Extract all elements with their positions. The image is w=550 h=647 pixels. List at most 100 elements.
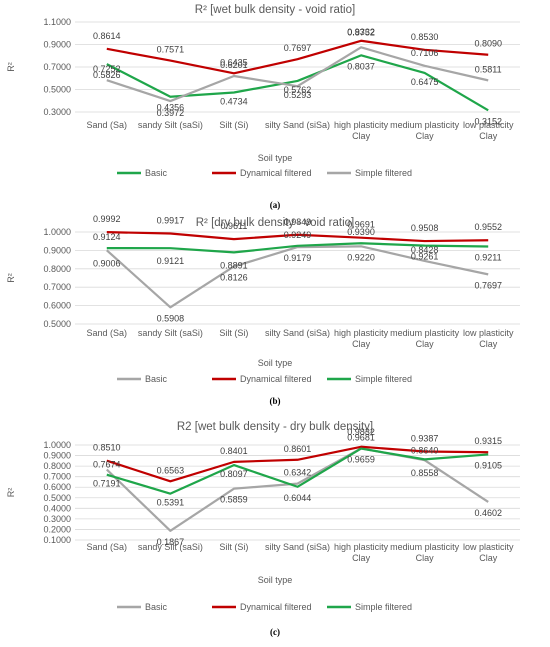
data-label: 0.4734 xyxy=(220,96,248,106)
y-axis-label: R² xyxy=(6,488,16,498)
data-label: 0.8601 xyxy=(284,444,312,454)
x-axis-label: Soil type xyxy=(258,153,293,163)
chart-title: R² [dry bulk density - void ratio] xyxy=(196,217,355,229)
x-tick-label-line: Clay xyxy=(479,339,498,349)
data-label: 0.9211 xyxy=(475,253,502,263)
series-line-basic xyxy=(106,245,489,309)
y-tick-label: 0.9000 xyxy=(43,451,71,461)
legend-entry: Simple filtered xyxy=(355,374,412,384)
data-label: 0.9261 xyxy=(411,252,439,262)
x-tick-label-line: sandy Silt (saSi) xyxy=(138,328,203,338)
data-label: 0.8640 xyxy=(411,445,439,455)
series-line-dynamical-filtered xyxy=(106,39,489,75)
x-tick-label-line: high plasticity xyxy=(334,328,389,338)
series-line-simple-filtered xyxy=(106,46,489,103)
x-tick-label-line: Clay xyxy=(416,339,435,349)
data-label: 0.9315 xyxy=(474,436,502,446)
data-label: 0.8614 xyxy=(93,31,121,41)
x-tick-label-line: Clay xyxy=(479,553,498,563)
data-label: 0.9508 xyxy=(411,223,439,233)
x-tick-label-line: Sand (Sa) xyxy=(87,120,128,130)
data-label: 0.9390 xyxy=(347,227,375,237)
data-label: 0.8401 xyxy=(220,446,248,456)
data-label: 0.8126 xyxy=(220,272,248,282)
legend-entry: Simple filtered xyxy=(355,168,412,178)
data-label: 0.8752 xyxy=(347,27,375,37)
y-tick-label: 0.6000 xyxy=(43,482,71,492)
chart-panel-b: R² [dry bulk density - void ratio] 0.5000… xyxy=(6,214,520,406)
x-tick-label-line: silty Sand (siSa) xyxy=(265,542,330,552)
data-label: 0.9832 xyxy=(347,427,375,437)
chart-title: R² [wet bulk density - void ratio] xyxy=(195,4,355,16)
x-tick-label-line: low plasticity xyxy=(463,120,514,130)
data-label: 0.9332 xyxy=(347,27,375,37)
x-tick-label-line: Clay xyxy=(352,339,371,349)
x-tick-label-line: sandy Silt (saSi) xyxy=(138,120,203,130)
y-tick-label: 0.5000 xyxy=(43,493,71,503)
data-label: 0.8530 xyxy=(411,32,439,42)
legend-entry: Dynamical filtered xyxy=(240,374,312,384)
x-tick-label-line: Silt (Si) xyxy=(219,120,248,130)
y-tick-label: 0.2000 xyxy=(43,524,71,534)
chart-panel-a: R² [wet bulk density - void ratio] 0.3000… xyxy=(6,4,520,210)
x-tick-label-line: medium plasticity xyxy=(390,542,460,552)
data-label: 0.8090 xyxy=(474,39,502,49)
data-label: 0.8510 xyxy=(93,443,121,453)
x-tick-label: sandy Silt (saSi) xyxy=(138,120,203,130)
x-tick-label: high plasticity Clay xyxy=(334,328,389,349)
x-tick-label: silty Sand (siSa) xyxy=(265,542,330,552)
series-line-dynamical-filtered xyxy=(106,231,489,243)
x-tick-label-line: silty Sand (siSa) xyxy=(265,120,330,130)
data-label: 0.5859 xyxy=(220,495,248,505)
y-tick-label: 0.5000 xyxy=(43,319,71,329)
x-tick-label-line: low plasticity xyxy=(463,328,514,338)
data-label: 0.1867 xyxy=(157,537,185,547)
y-tick-label: 0.9000 xyxy=(43,40,71,50)
data-label: 0.8428 xyxy=(411,245,439,255)
x-tick-label-line: Sand (Sa) xyxy=(87,328,128,338)
y-tick-label: 0.4000 xyxy=(43,503,71,513)
y-tick-label: 0.7000 xyxy=(43,282,71,292)
data-label: 0.9220 xyxy=(347,252,375,262)
data-label: 0.4602 xyxy=(474,508,502,518)
x-tick-label: low plasticity Clay xyxy=(463,328,514,349)
x-tick-label-line: Silt (Si) xyxy=(219,542,248,552)
y-tick-label: 0.6000 xyxy=(43,301,71,311)
data-label: 0.3972 xyxy=(157,108,185,118)
data-label: 0.7106 xyxy=(411,48,439,58)
y-tick-label: 1.1000 xyxy=(43,17,71,27)
x-tick-label-line: sandy Silt (saSi) xyxy=(138,542,203,552)
x-tick-label-line: Clay xyxy=(416,553,435,563)
data-label: 0.9552 xyxy=(474,222,502,232)
x-tick-label: sandy Silt (saSi) xyxy=(138,328,203,338)
x-tick-label-line: high plasticity xyxy=(334,542,389,552)
data-label: 0.5391 xyxy=(157,498,185,508)
y-axis-label: R² xyxy=(6,62,16,72)
x-tick-label: silty Sand (siSa) xyxy=(265,328,330,338)
legend-entry: Basic xyxy=(145,602,168,612)
data-label: 0.7697 xyxy=(284,43,312,53)
data-label: 0.9249 xyxy=(284,230,312,240)
y-tick-label: 1.0000 xyxy=(43,227,71,237)
x-tick-label: Sand (Sa) xyxy=(87,328,128,338)
series-line-basic xyxy=(106,54,489,112)
data-label: 0.7191 xyxy=(93,479,121,489)
data-label: 0.9992 xyxy=(93,214,121,224)
data-label: 0.9659 xyxy=(347,455,375,465)
y-tick-label: 0.8000 xyxy=(43,264,71,274)
data-label: 0.6563 xyxy=(157,465,185,475)
x-tick-label-line: Sand (Sa) xyxy=(87,542,128,552)
panel-caption: (a) xyxy=(270,200,281,210)
data-label: 0.7571 xyxy=(157,45,185,55)
data-label: 0.5293 xyxy=(284,90,312,100)
y-tick-label: 0.8000 xyxy=(43,461,71,471)
x-tick-label: medium plasticity Clay xyxy=(390,120,460,141)
x-tick-label: high plasticity Clay xyxy=(334,542,389,563)
y-axis-label: R² xyxy=(6,273,16,283)
data-label: 0.4356 xyxy=(157,103,185,113)
data-label: 0.9105 xyxy=(474,460,502,470)
y-tick-label: 0.7000 xyxy=(43,472,71,482)
y-tick-label: 0.7000 xyxy=(43,62,71,72)
x-tick-label: low plasticity Clay xyxy=(463,542,514,563)
